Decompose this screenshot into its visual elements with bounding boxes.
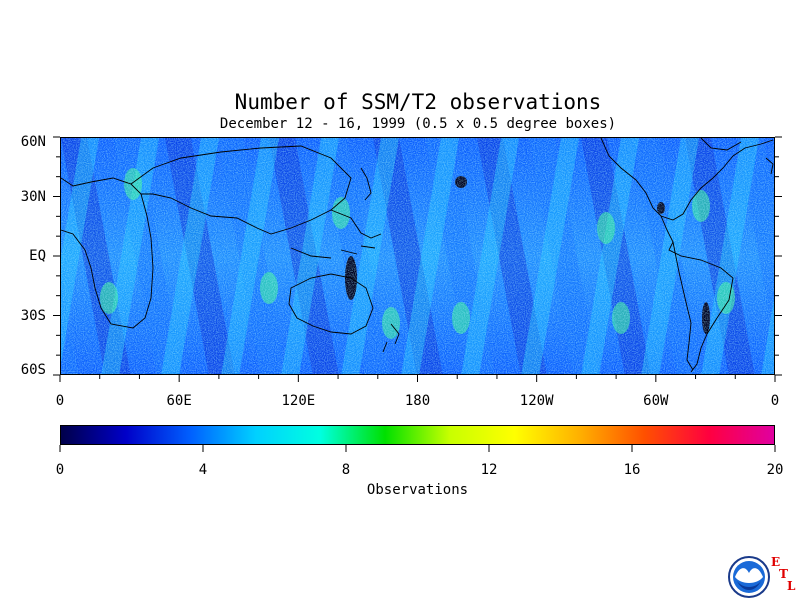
colorbar-tick-label: 20 bbox=[766, 462, 784, 478]
colorbar-tick-label: 12 bbox=[480, 462, 498, 478]
coastlines bbox=[61, 138, 774, 373]
coast-south-america bbox=[660, 215, 734, 373]
noaa-etl-logo: E T L bbox=[727, 553, 797, 599]
colorbar-title: Observations bbox=[366, 482, 469, 498]
lon-tick-label: 60W bbox=[643, 393, 669, 409]
lon-tick-label: 120E bbox=[281, 393, 316, 409]
lon-tick-label: 120W bbox=[519, 393, 554, 409]
coast-japan bbox=[360, 167, 372, 201]
lat-tick-label: EQ bbox=[29, 248, 46, 264]
map-title: Number of SSM/T2 observations bbox=[234, 90, 602, 114]
etl-letter-e: E bbox=[771, 555, 781, 569]
observation-map bbox=[60, 137, 775, 375]
lat-tick-label: 30N bbox=[20, 188, 46, 205]
colorbar bbox=[60, 425, 775, 445]
noaa-logo-icon bbox=[728, 556, 770, 598]
colorbar-tick-label: 4 bbox=[198, 462, 208, 478]
coast-indonesia bbox=[290, 245, 376, 259]
map-noise bbox=[61, 138, 774, 374]
coast-australia bbox=[288, 273, 374, 335]
lon-tick-label: 60E bbox=[166, 393, 192, 409]
lon-tick-label: 0 bbox=[55, 393, 65, 409]
colorbar-tick-label: 8 bbox=[341, 462, 351, 478]
map-subtitle: December 12 - 16, 1999 (0.5 x 0.5 degree… bbox=[219, 116, 617, 132]
coast-britain bbox=[765, 157, 774, 175]
coast-greenland bbox=[700, 138, 742, 151]
etl-letter-l: L bbox=[787, 579, 796, 593]
coast-north-america bbox=[600, 138, 774, 221]
colorbar-gradient bbox=[61, 426, 774, 444]
coast-africa bbox=[61, 177, 154, 329]
colorbar-fill bbox=[61, 426, 774, 444]
colorbar-tick-label: 16 bbox=[623, 462, 641, 478]
coast-new-zealand bbox=[382, 323, 400, 353]
lat-tick-label: 60N bbox=[20, 134, 46, 150]
colorbar-tick-label: 0 bbox=[55, 462, 65, 478]
etl-letter-t: T bbox=[779, 567, 788, 581]
map-canvas bbox=[61, 138, 774, 374]
coast-asia bbox=[130, 145, 382, 239]
lon-tick-label: 0 bbox=[770, 393, 780, 409]
lat-tick-label: 60S bbox=[20, 362, 46, 378]
lat-tick-label: 30S bbox=[20, 307, 46, 324]
lon-tick-label: 180 bbox=[404, 393, 431, 409]
